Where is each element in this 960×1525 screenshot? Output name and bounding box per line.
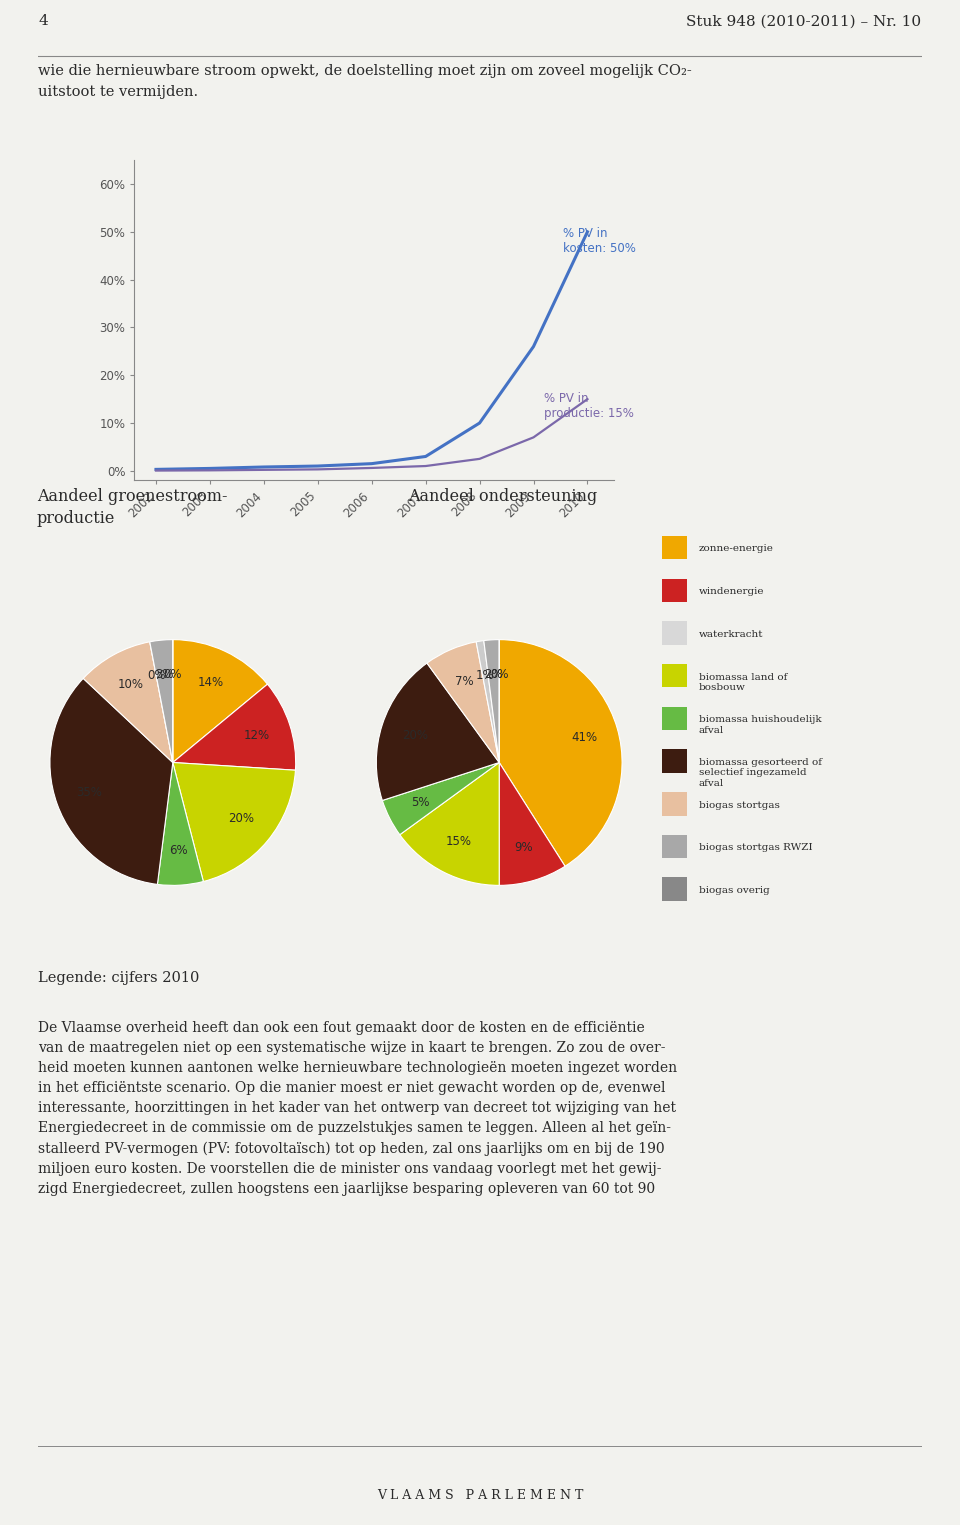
Text: 6%: 6% [169, 845, 187, 857]
Text: 41%: 41% [571, 732, 597, 744]
Wedge shape [173, 685, 296, 770]
Text: 3%: 3% [156, 668, 174, 682]
Text: 35%: 35% [77, 785, 103, 799]
Text: 2%: 2% [485, 668, 503, 680]
Text: 9%: 9% [515, 840, 533, 854]
FancyBboxPatch shape [662, 578, 687, 602]
FancyBboxPatch shape [662, 663, 687, 688]
Wedge shape [50, 679, 173, 884]
Wedge shape [84, 642, 173, 762]
Text: zonne-energie: zonne-energie [699, 544, 774, 554]
Text: De Vlaamse overheid heeft dan ook een fout gemaakt door de kosten en de efficiën: De Vlaamse overheid heeft dan ook een fo… [38, 1020, 678, 1196]
Text: 20%: 20% [402, 729, 428, 741]
Text: wie die hernieuwbare stroom opwekt, de doelstelling moet zijn om zoveel mogelijk: wie die hernieuwbare stroom opwekt, de d… [38, 64, 692, 99]
Wedge shape [157, 762, 204, 886]
Text: Stuk 948 (2010-2011) – Nr. 10: Stuk 948 (2010-2011) – Nr. 10 [686, 14, 922, 29]
FancyBboxPatch shape [662, 791, 687, 816]
Text: 5%: 5% [411, 796, 430, 810]
Text: 12%: 12% [244, 729, 270, 741]
Wedge shape [382, 762, 499, 834]
Wedge shape [484, 639, 499, 762]
Text: 1%: 1% [476, 668, 494, 682]
FancyBboxPatch shape [662, 706, 687, 730]
Wedge shape [150, 639, 173, 762]
Wedge shape [499, 639, 622, 866]
FancyBboxPatch shape [662, 535, 687, 560]
Wedge shape [173, 762, 296, 881]
Text: 4: 4 [38, 14, 48, 29]
Text: 15%: 15% [446, 834, 472, 848]
Text: 0%: 0% [147, 669, 165, 682]
Text: V L A A M S   P A R L E M E N T: V L A A M S P A R L E M E N T [377, 1488, 583, 1502]
Text: biogas stortgas RWZI: biogas stortgas RWZI [699, 843, 812, 852]
Text: windenergie: windenergie [699, 587, 764, 596]
Wedge shape [476, 640, 499, 762]
Text: 0%: 0% [163, 668, 182, 680]
FancyBboxPatch shape [662, 877, 687, 901]
Text: biomassa gesorteerd of
selectief ingezameld
afval: biomassa gesorteerd of selectief ingezam… [699, 758, 822, 788]
Wedge shape [499, 762, 565, 886]
Text: Aandeel ondersteuning: Aandeel ondersteuning [408, 488, 597, 505]
Wedge shape [399, 762, 499, 886]
Text: % PV in
productie: 15%: % PV in productie: 15% [544, 392, 635, 419]
Text: biomassa huishoudelijk
afval: biomassa huishoudelijk afval [699, 715, 821, 735]
Text: 10%: 10% [117, 679, 143, 691]
Text: biogas overig: biogas overig [699, 886, 769, 895]
Text: biomassa land of
bosbouw: biomassa land of bosbouw [699, 673, 787, 692]
Text: 7%: 7% [455, 674, 473, 688]
Text: % PV in
kosten: 50%: % PV in kosten: 50% [564, 227, 636, 255]
Text: Legende: cijfers 2010: Legende: cijfers 2010 [38, 971, 200, 985]
Text: Aandeel groenestroom-
productie: Aandeel groenestroom- productie [36, 488, 228, 528]
Wedge shape [173, 639, 268, 762]
Text: waterkracht: waterkracht [699, 630, 763, 639]
FancyBboxPatch shape [662, 749, 687, 773]
Wedge shape [150, 642, 173, 762]
Text: biogas stortgas: biogas stortgas [699, 801, 780, 810]
Text: 0%: 0% [490, 668, 509, 680]
Wedge shape [376, 663, 499, 801]
Wedge shape [427, 642, 499, 762]
Text: 14%: 14% [198, 676, 224, 689]
Text: 20%: 20% [228, 813, 254, 825]
FancyBboxPatch shape [662, 621, 687, 645]
FancyBboxPatch shape [662, 834, 687, 859]
